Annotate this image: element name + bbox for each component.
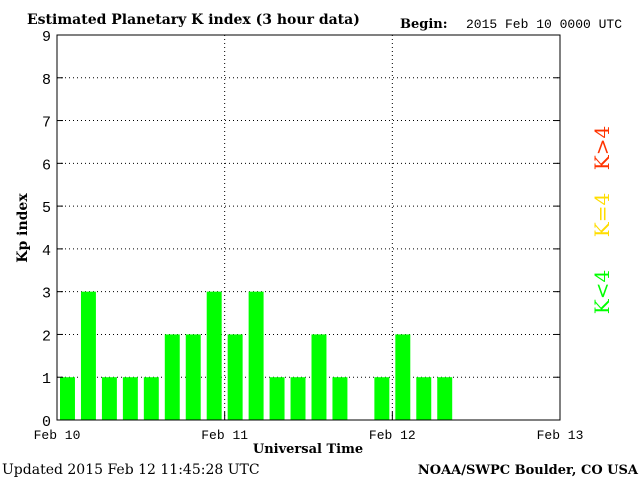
grid-layer [57,35,560,420]
kp-bar [311,334,327,420]
kp-bar [416,377,432,420]
begin-value: 2015 Feb 10 0000 UTC [466,17,622,32]
kp-bar [395,334,411,420]
y-tick-label: 2 [42,328,51,345]
legend: K>4 K=4 K<4 [590,126,614,314]
kp-bar [248,291,264,420]
begin-label: Begin: [400,17,448,32]
kp-bar [227,334,243,420]
y-tick-label: 8 [42,72,51,89]
kp-bar [164,334,180,420]
chart-title: Estimated Planetary K index (3 hour data… [27,12,360,28]
y-tick-label: 3 [42,286,51,303]
credit-line: NOAA/SWPC Boulder, CO USA [418,463,639,478]
legend-entry: K<4 [590,270,614,314]
legend-entry: K=4 [590,193,614,237]
y-tick-label: 1 [42,371,51,388]
kp-bar [290,377,306,420]
legend-entry: K>4 [590,126,614,170]
kp-bar [101,377,117,420]
kp-bar [269,377,285,420]
kp-bar [122,377,138,420]
y-tick-label: 9 [42,29,51,46]
x-axis-label: Universal Time [253,442,363,457]
plot-area-frame [56,34,561,421]
y-tick-label: 6 [42,157,51,174]
kp-bar [143,377,159,420]
kp-bar [206,291,222,420]
updated-timestamp: Updated 2015 Feb 12 11:45:28 UTC [2,462,260,478]
kp-bar [60,377,75,420]
y-axis-label: Kp index [15,193,31,263]
x-tick-label: Feb 12 [369,428,416,443]
x-axis: Feb 10 Feb 11 Feb 12 Feb 13 [34,412,584,443]
kp-bar [185,334,201,420]
x-tick-label: Feb 10 [34,428,81,443]
y-tick-label: 7 [42,115,51,132]
y-tick-label: 5 [42,200,51,217]
kp-bar [374,377,390,420]
y-tick-label: 4 [42,243,51,260]
y-tick-label: 0 [42,414,51,431]
kp-bar [80,291,96,420]
kp-bar [437,377,453,420]
kp-bar [332,377,348,420]
bars-layer [60,291,453,420]
x-tick-label: Feb 13 [537,428,584,443]
y-axis: 0 1 2 3 4 5 6 7 8 9 [42,29,560,431]
x-tick-label: Feb 11 [201,428,248,443]
